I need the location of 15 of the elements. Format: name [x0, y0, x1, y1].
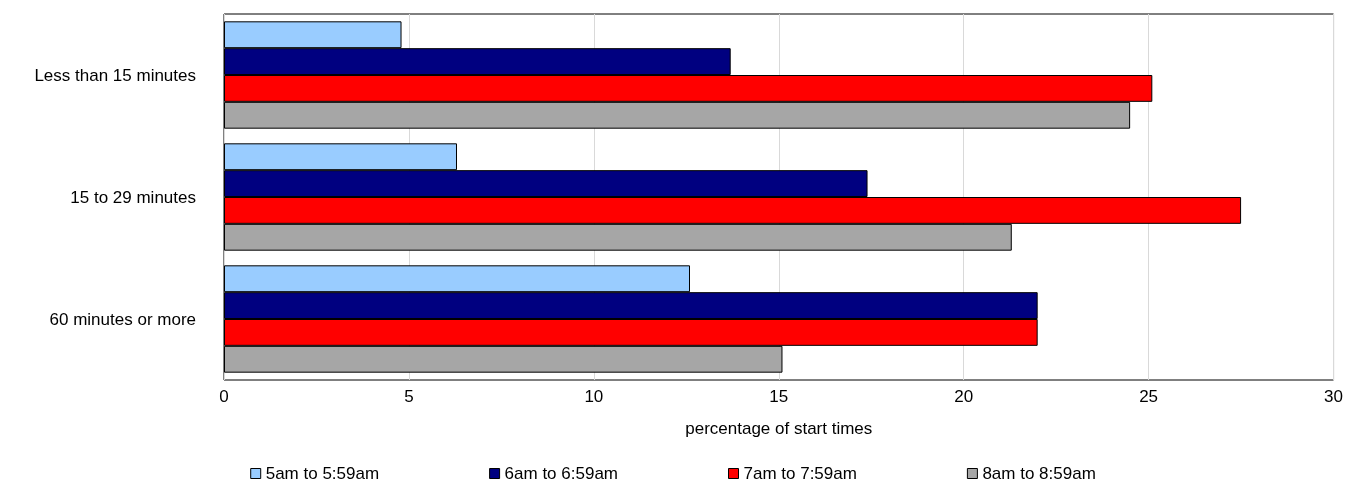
legend-label: 5am to 5:59am [265, 464, 380, 483]
legend-label: 7am to 7:59am [743, 464, 857, 483]
legend-label: 6am to 6:59am [504, 464, 619, 483]
x-tick-label: 10 [584, 387, 604, 406]
x-tick-label: 0 [219, 387, 229, 406]
legend-label: 8am to 8:59am [982, 464, 1096, 483]
y-tick-label: 15 to 29 minutes [70, 187, 196, 207]
x-tick-label: 15 [769, 387, 789, 406]
x-tick-label: 25 [1139, 387, 1159, 406]
x-tick-label: 20 [954, 387, 974, 406]
y-tick-label: 60 minutes or more [49, 309, 196, 329]
y-tick-label: Less than 15 minutes [34, 65, 196, 85]
x-axis-title: percentage of start times [685, 419, 873, 438]
x-tick-label: 5 [404, 387, 414, 406]
x-tick-label: 30 [1324, 387, 1344, 406]
